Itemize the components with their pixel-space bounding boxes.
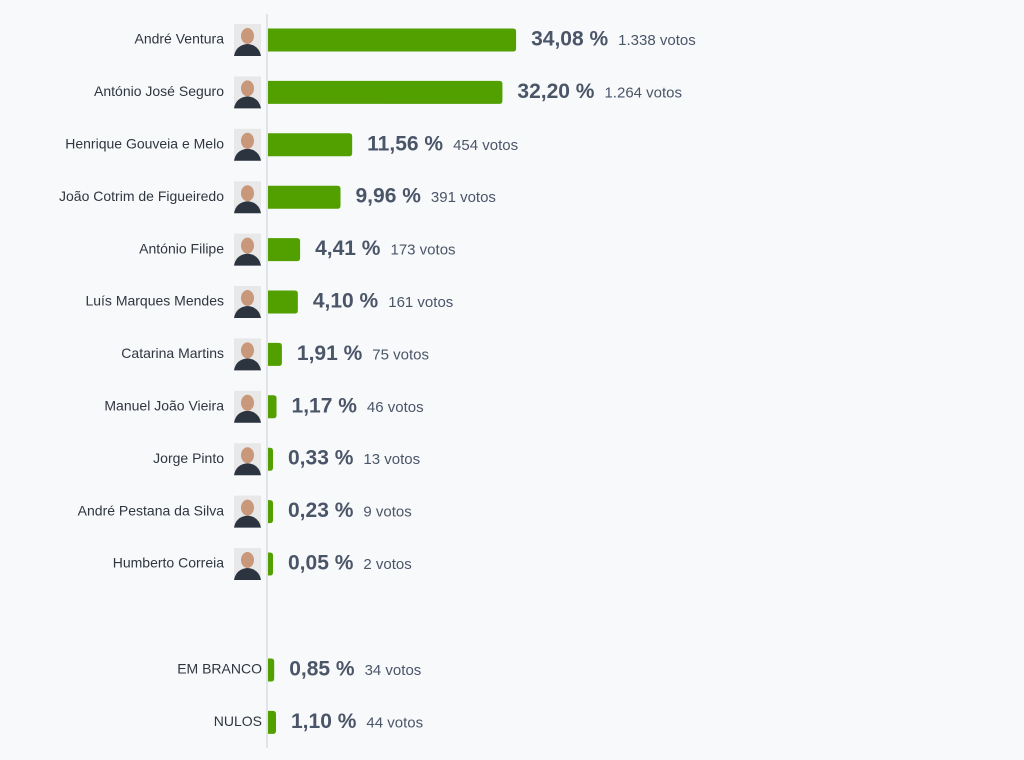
candidate-name: Jorge Pinto [153, 450, 224, 466]
photo-head [241, 447, 254, 464]
value-label: 4,10 % [313, 290, 379, 313]
candidate-photo [234, 338, 261, 371]
photo-body [234, 410, 261, 423]
candidate-name: EM BRANCO [177, 661, 262, 677]
candidate-photo [234, 128, 261, 161]
candidate-name: Catarina Martins [121, 345, 224, 361]
photo-head [241, 499, 254, 516]
photo-head [241, 290, 254, 306]
value-label: 1,17 % [292, 394, 358, 417]
bar [268, 28, 517, 52]
bar [268, 185, 341, 209]
photo-body [234, 96, 261, 109]
candidate-name: António José Seguro [94, 83, 224, 99]
bar [268, 658, 275, 682]
candidate-photo [234, 286, 261, 318]
bar [268, 133, 353, 157]
vote-label: 13 votos [363, 451, 420, 468]
bar [268, 80, 503, 104]
photo-body [234, 515, 261, 528]
vote-label: 75 votos [372, 346, 429, 363]
candidate-photo [234, 24, 261, 56]
photo-head [241, 552, 254, 568]
candidate-photo [234, 181, 261, 214]
vote-label: 46 votos [367, 399, 424, 416]
candidate-photo [234, 390, 261, 423]
vote-label: 1.264 votos [604, 84, 682, 101]
photo-body [234, 201, 261, 214]
bar [268, 395, 277, 419]
photo-head [241, 28, 254, 44]
photo-head [241, 132, 254, 149]
candidate-name: Humberto Correia [113, 555, 224, 571]
photo-head [241, 237, 254, 254]
candidate-name: João Cotrim de Figueiredo [59, 188, 224, 204]
photo-body [234, 568, 261, 580]
value-label: 4,41 % [315, 237, 381, 260]
value-label: 11,56 % [367, 132, 443, 155]
value-label: 0,33 % [288, 447, 354, 470]
vote-label: 2 votos [363, 556, 411, 573]
vote-label: 454 votos [453, 137, 518, 154]
photo-body [234, 306, 261, 318]
photo-body [234, 358, 261, 371]
candidate-photo [234, 76, 261, 109]
candidate-photo [234, 495, 261, 528]
candidate-name: NULOS [214, 713, 262, 729]
value-label: 9,96 % [356, 185, 422, 208]
value-label: 0,23 % [288, 499, 354, 522]
candidate-name: António Filipe [139, 240, 224, 256]
candidate-name: Luís Marques Mendes [85, 293, 224, 309]
photo-body [234, 253, 261, 266]
value-label: 1,91 % [297, 342, 363, 365]
candidate-photo [234, 233, 261, 266]
value-label: 1,10 % [291, 710, 357, 733]
candidate-name: Henrique Gouveia e Melo [65, 136, 224, 152]
candidate-name: André Ventura [134, 31, 224, 47]
vote-label: 161 votos [388, 294, 453, 311]
bar [268, 552, 273, 576]
vote-label: 9 votos [363, 504, 411, 521]
bar [268, 238, 301, 262]
value-label: 0,85 % [289, 658, 355, 681]
bar [268, 500, 273, 524]
candidate-name: Manuel João Vieira [104, 398, 224, 414]
candidate-name: André Pestana da Silva [78, 502, 225, 518]
vote-label: 44 votos [366, 714, 423, 731]
vote-label: 391 votos [431, 189, 496, 206]
photo-body [234, 44, 261, 56]
photo-body [234, 148, 261, 161]
photo-head [241, 80, 254, 97]
bar [268, 342, 282, 366]
candidate-photo [234, 548, 261, 580]
photo-head [241, 185, 254, 202]
photo-head [241, 342, 254, 359]
photo-head [241, 394, 254, 411]
candidate-photo [234, 443, 261, 476]
vote-label: 173 votos [390, 242, 455, 259]
value-label: 34,08 % [531, 28, 608, 51]
vote-label: 1.338 votos [618, 32, 696, 49]
bar [268, 290, 298, 314]
bar [268, 447, 273, 471]
bar [268, 710, 277, 734]
vote-label: 34 votos [365, 662, 422, 679]
value-label: 0,05 % [288, 552, 354, 575]
value-label: 32,20 % [517, 80, 594, 103]
photo-body [234, 463, 261, 476]
